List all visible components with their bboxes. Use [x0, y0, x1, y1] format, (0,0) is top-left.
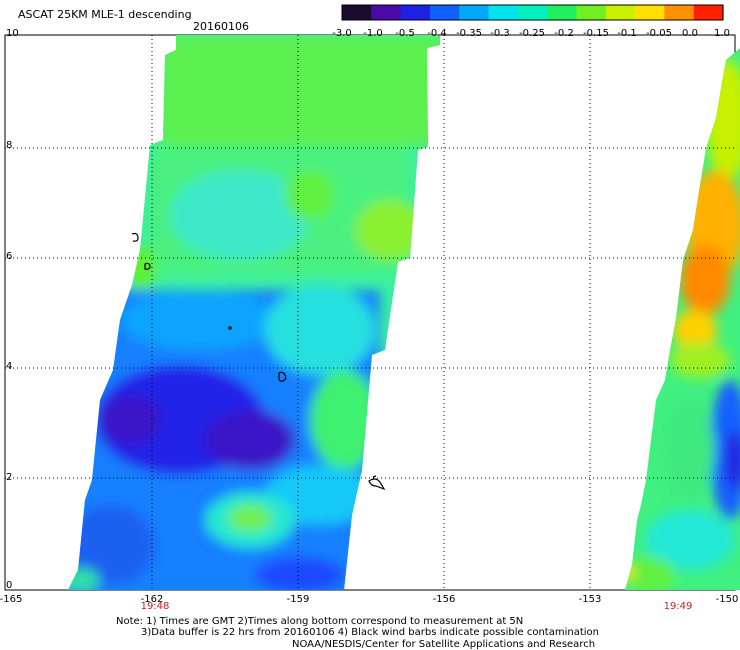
colorbar-cell	[400, 5, 431, 20]
colorbar-tick-label: -0.3	[490, 28, 510, 39]
note-line-1: Note: 1) Times are GMT 2)Times along bot…	[116, 616, 523, 627]
product-date: 20160106	[193, 20, 249, 33]
colorbar-cell	[635, 5, 665, 20]
x-tick-label: -153	[579, 594, 602, 605]
x-tick-label: -156	[433, 594, 456, 605]
x-tick-label: -162	[141, 594, 164, 605]
colorbar-cell	[664, 5, 695, 20]
note-line-3: NOAA/NESDIS/Center for Satellite Applica…	[292, 639, 595, 650]
land-contours	[131, 232, 386, 491]
colorbar-cell	[605, 5, 636, 20]
colorbar-tick-label: 0.0	[682, 28, 698, 39]
y-tick-label: 10	[6, 28, 19, 39]
x-tick-label: -150	[716, 594, 739, 605]
colorbar-cell	[429, 5, 460, 20]
colorbar-cell	[576, 5, 607, 20]
colorbar-tick-label: -0.25	[519, 28, 545, 39]
y-tick-label: 8	[6, 140, 12, 151]
colorbar-tick-label: -3.0	[332, 28, 352, 39]
colorbar-cell	[547, 5, 578, 20]
colorbar-cell	[693, 5, 724, 20]
y-tick-label: 0	[6, 580, 12, 591]
colorbar-outline	[341, 4, 724, 21]
pass-time-left: 19:48	[141, 601, 170, 612]
colorbar-tick-label: -1.0	[363, 28, 383, 39]
x-tick-label: -159	[287, 594, 310, 605]
colorbar-tick-label: -0.5	[395, 28, 415, 39]
y-tick-label: 6	[6, 251, 12, 262]
x-tick-label: -165	[0, 594, 22, 605]
colorbar-cell	[342, 5, 372, 20]
colorbar-tick-label: -0.4	[427, 28, 447, 39]
y-tick-label: 2	[6, 472, 12, 483]
colorbar-cell	[371, 5, 402, 20]
colorbar-cell	[488, 5, 519, 20]
y-tick-label: 4	[6, 361, 12, 372]
colorbar-tick-label: -0.35	[456, 28, 482, 39]
pass-time-right: 19:49	[664, 601, 693, 612]
colorbar-tick-label: -0.1	[617, 28, 637, 39]
note-line-2: 3)Data buffer is 22 hrs from 20160106 4)…	[141, 627, 599, 638]
colorbar-tick-label: -0.05	[646, 28, 672, 39]
colorbar-cell	[517, 5, 548, 20]
product-title: ASCAT 25KM MLE-1 descending	[18, 8, 192, 21]
colorbar-tick-label: -0.15	[583, 28, 609, 39]
colorbar: -3.0 -1.0 -0.5 -0.4 -0.35 -0.3 -0.25 -0.…	[332, 4, 730, 39]
colorbar-cell	[459, 5, 490, 20]
colorbar-tick-label: -0.2	[554, 28, 574, 39]
colorbar-tick-label: 1.0	[714, 28, 730, 39]
graticule	[5, 35, 735, 590]
